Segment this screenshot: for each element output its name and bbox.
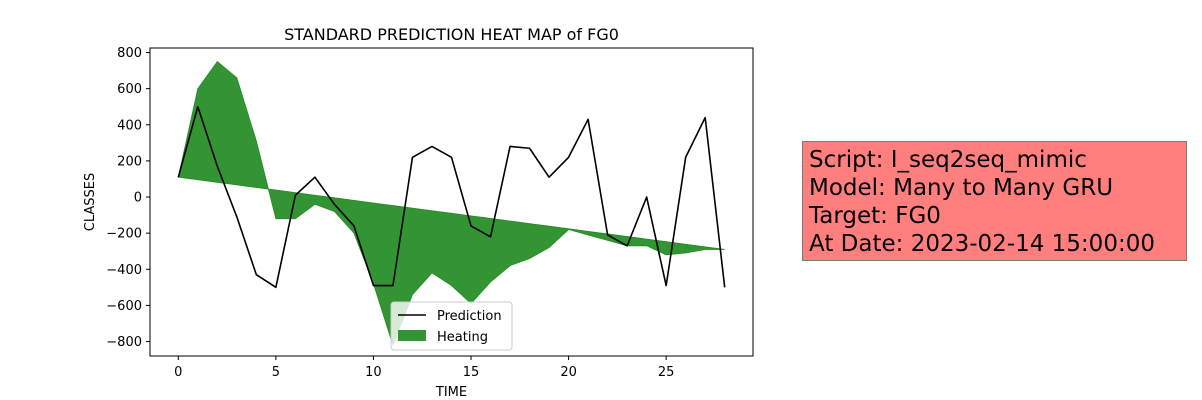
prediction-line bbox=[177, 105, 726, 289]
legend-prediction-label: Prediction bbox=[437, 309, 502, 324]
info-target: Target: FG0 bbox=[809, 203, 941, 229]
y-tick-label: 800 bbox=[117, 46, 142, 61]
y-tick-label: 200 bbox=[117, 154, 142, 169]
legend-heating-swatch bbox=[398, 330, 426, 341]
y-tick-label: 400 bbox=[117, 118, 142, 133]
x-tick-label: 20 bbox=[560, 365, 577, 380]
y-tick-label: 0 bbox=[134, 191, 142, 206]
x-tick-label: 0 bbox=[174, 365, 182, 380]
y-tick-label: −400 bbox=[106, 263, 142, 278]
plot-area bbox=[177, 60, 726, 347]
y-tick-label: 600 bbox=[117, 82, 142, 97]
x-tick-label: 15 bbox=[463, 365, 480, 380]
y-axis-title: CLASSES bbox=[83, 173, 98, 231]
legend-heating-label: Heating bbox=[437, 330, 488, 345]
x-axis-title: TIME bbox=[435, 385, 467, 400]
y-tick-label: −800 bbox=[106, 335, 142, 350]
info-box: Script: I_seq2seq_mimic Model: Many to M… bbox=[802, 141, 1187, 261]
x-tick-label: 5 bbox=[272, 365, 280, 380]
axes: 0 5 10 15 20 25 −800 −600 −400 −200 0 200 400 600 800 bbox=[106, 46, 674, 380]
chart-title: STANDARD PREDICTION HEAT MAP of FG0 bbox=[284, 25, 619, 44]
legend: Prediction Heating bbox=[390, 301, 513, 351]
plot-frame bbox=[149, 47, 754, 357]
info-script: Script: I_seq2seq_mimic bbox=[809, 147, 1087, 173]
info-date: At Date: 2023-02-14 15:00:00 bbox=[809, 231, 1155, 257]
x-tick-label: 25 bbox=[658, 365, 675, 380]
x-tick-label: 10 bbox=[365, 365, 382, 380]
y-tick-label: −200 bbox=[106, 227, 142, 242]
y-tick-label: −600 bbox=[106, 299, 142, 314]
info-model: Model: Many to Many GRU bbox=[809, 175, 1114, 201]
heating-area bbox=[177, 60, 725, 347]
